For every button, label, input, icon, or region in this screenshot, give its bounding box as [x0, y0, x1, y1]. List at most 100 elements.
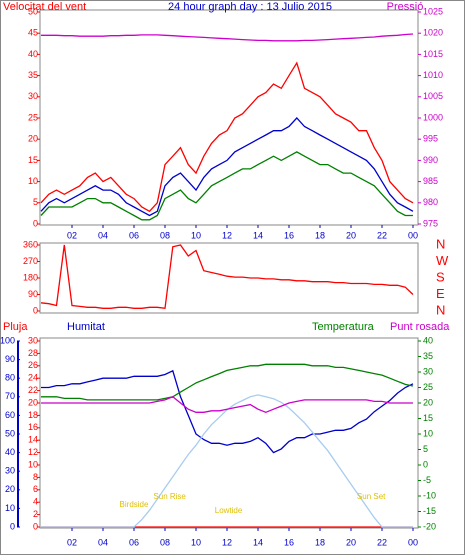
- x-tick-label: 16: [284, 537, 294, 547]
- x-tick-label: 10: [191, 230, 201, 240]
- y-tick-label: 50: [5, 428, 15, 438]
- x-tick-label: 20: [346, 537, 356, 547]
- y-tick-label: 90: [5, 354, 15, 364]
- y-tick-label: 1015: [423, 49, 443, 59]
- y-tick-label: 100: [0, 335, 15, 345]
- y-tick-label: 180: [23, 272, 38, 282]
- series-line: [41, 33, 414, 42]
- x-tick-label: 20: [346, 230, 356, 240]
- y-tick-label: 995: [423, 134, 438, 144]
- y-tick-label: 80: [5, 373, 15, 383]
- pressure-label: Pressió: [387, 1, 424, 13]
- y-tick-label: 28: [28, 348, 38, 358]
- y-tick-label: 35: [423, 351, 433, 361]
- y-tick-label: 990: [423, 155, 438, 165]
- y-tick-label: 5: [423, 444, 428, 454]
- y-tick-label: 18: [28, 410, 38, 420]
- x-tick-label: 06: [129, 537, 139, 547]
- y-tick-label: 40: [5, 447, 15, 457]
- y-tick-label: -10: [423, 490, 436, 500]
- y-tick-label: 980: [423, 197, 438, 207]
- y-tick-label: W: [436, 253, 449, 268]
- series-line: [40, 61, 414, 213]
- y-tick-label: 0: [10, 521, 15, 531]
- humidity-label: Humitat: [67, 321, 105, 333]
- x-tick-label: 14: [253, 230, 263, 240]
- y-tick-label: 26: [28, 360, 38, 370]
- y-tick-label: 985: [423, 176, 438, 186]
- y-tick-label: 15: [423, 413, 433, 423]
- series-line: [41, 363, 414, 401]
- y-tick-label: 30: [28, 335, 38, 345]
- annotation: Birdside: [120, 500, 149, 509]
- y-tick-label: 10: [28, 459, 38, 469]
- y-tick-label: 1010: [423, 70, 443, 80]
- y-tick-label: 40: [28, 49, 38, 59]
- y-tick-label: 1005: [423, 91, 443, 101]
- x-tick-label: 12: [222, 537, 232, 547]
- x-tick-label: 00: [408, 537, 418, 547]
- y-tick-label: -20: [423, 521, 436, 531]
- x-tick-label: 06: [129, 230, 139, 240]
- x-tick-label: 18: [315, 230, 325, 240]
- y-tick-label: 10: [423, 428, 433, 438]
- x-tick-label: 18: [315, 537, 325, 547]
- y-tick-label: 16: [28, 422, 38, 432]
- y-tick-label: N: [436, 236, 445, 251]
- x-tick-label: 12: [222, 230, 232, 240]
- y-tick-label: 5: [33, 197, 38, 207]
- dewpoint-label: Punt rosada: [390, 321, 450, 333]
- x-tick-label: 08: [160, 230, 170, 240]
- temperature-label: Temperatura: [312, 321, 375, 333]
- series-line: [41, 369, 414, 454]
- x-tick-label: 08: [160, 537, 170, 547]
- y-tick-label: N: [436, 302, 445, 317]
- annotation: Sun Set: [357, 492, 386, 501]
- series-line: [40, 117, 414, 217]
- y-tick-label: 40: [423, 335, 433, 345]
- direction-frame: [39, 242, 419, 314]
- y-tick-label: 30: [5, 466, 15, 476]
- x-tick-label: 14: [253, 537, 263, 547]
- series-line: [40, 244, 414, 310]
- y-tick-label: 30: [28, 91, 38, 101]
- x-tick-label: 16: [284, 230, 294, 240]
- y-tick-label: 6: [33, 484, 38, 494]
- y-tick-label: 45: [28, 28, 38, 38]
- series-line: [41, 396, 413, 414]
- y-tick-label: 22: [28, 385, 38, 395]
- wind-frame: [39, 9, 419, 226]
- y-tick-label: 50: [28, 6, 38, 16]
- y-tick-label: S: [436, 269, 445, 284]
- y-tick-label: -15: [423, 506, 436, 516]
- x-tick-label: 04: [98, 537, 108, 547]
- x-tick-label: 22: [377, 230, 387, 240]
- y-tick-label: 35: [28, 70, 38, 80]
- y-tick-label: -5: [423, 475, 431, 485]
- y-tick-label: E: [436, 286, 445, 301]
- y-tick-label: 20: [5, 484, 15, 494]
- x-tick-label: 02: [67, 230, 77, 240]
- y-tick-label: 1000: [423, 112, 443, 122]
- rain-label: Pluja: [3, 321, 28, 333]
- y-tick-label: 25: [423, 382, 433, 392]
- y-tick-label: 10: [5, 503, 15, 513]
- y-tick-label: 0: [33, 521, 38, 531]
- y-tick-label: 30: [423, 366, 433, 376]
- x-tick-label: 22: [377, 537, 387, 547]
- y-tick-label: 12: [28, 447, 38, 457]
- x-tick-label: 00: [408, 230, 418, 240]
- y-tick-label: 14: [28, 435, 38, 445]
- y-tick-label: 975: [423, 218, 438, 228]
- y-tick-label: 8: [33, 472, 38, 482]
- y-tick-label: 90: [28, 289, 38, 299]
- y-tick-label: 20: [28, 134, 38, 144]
- y-tick-label: 15: [28, 155, 38, 165]
- y-tick-label: 1020: [423, 28, 443, 38]
- x-tick-label: 10: [191, 537, 201, 547]
- y-tick-label: 2: [33, 509, 38, 519]
- wind-label: Velocitat del vent: [3, 1, 86, 13]
- y-tick-label: 0: [33, 218, 38, 228]
- annotation: Sun Rise: [153, 492, 186, 501]
